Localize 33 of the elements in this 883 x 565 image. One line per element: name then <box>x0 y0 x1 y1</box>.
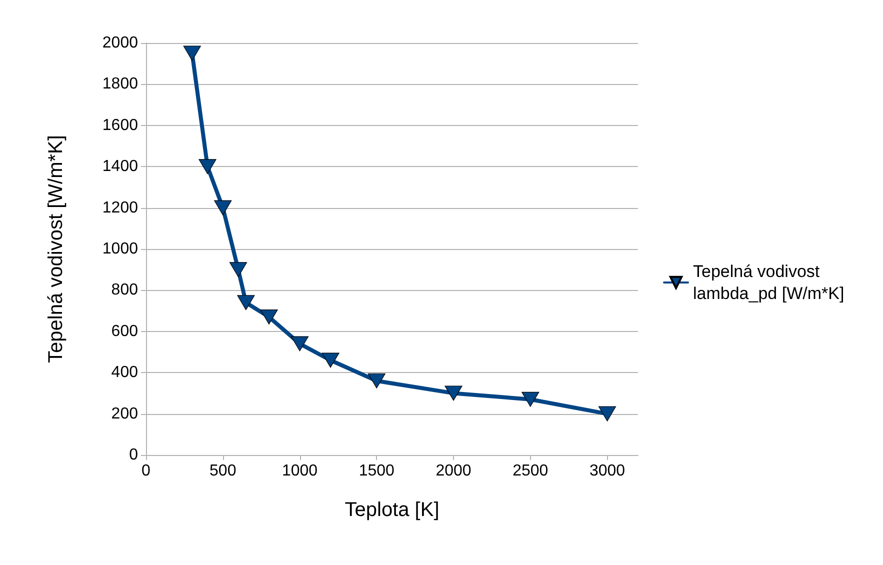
point <box>229 262 248 278</box>
point <box>444 386 462 401</box>
y-tick-label: 800 <box>111 282 138 299</box>
x-tick-label: 0 <box>142 462 151 480</box>
point <box>368 373 386 388</box>
y-tick-label: 0 <box>129 446 138 464</box>
y-tick-label: 1800 <box>102 76 138 93</box>
point <box>198 159 216 174</box>
x-tick-label: 1000 <box>282 462 318 480</box>
point <box>522 392 540 407</box>
y-tick-label: 1000 <box>102 240 138 258</box>
y-tick-label: 1400 <box>102 158 138 176</box>
point <box>214 200 232 216</box>
x-axis-title: Teplota [K] <box>344 499 440 521</box>
point <box>183 46 201 61</box>
y-tick-label: 600 <box>111 322 138 340</box>
point <box>260 309 278 324</box>
point <box>598 406 616 422</box>
y-tick-label: 1200 <box>102 199 138 216</box>
x-tick-label: 500 <box>210 462 236 480</box>
y-tick-label: 1600 <box>102 116 138 134</box>
x-tick-label: 3000 <box>589 462 626 480</box>
x-tick-label: 2500 <box>512 462 548 480</box>
y-tick-label: 200 <box>111 405 138 422</box>
y-axis-title: Tepelná vodivost [W/m*K] <box>45 135 67 363</box>
point <box>290 336 309 352</box>
y-tick-label: 400 <box>111 364 138 382</box>
y-tick-label: 2000 <box>102 34 138 52</box>
point <box>322 352 340 368</box>
legend-label: Tepelná vodivost lambda_pd [W/m*K] <box>693 262 844 303</box>
x-tick-label: 2000 <box>436 462 472 480</box>
x-tick-label: 1500 <box>358 462 395 480</box>
point <box>237 295 255 310</box>
